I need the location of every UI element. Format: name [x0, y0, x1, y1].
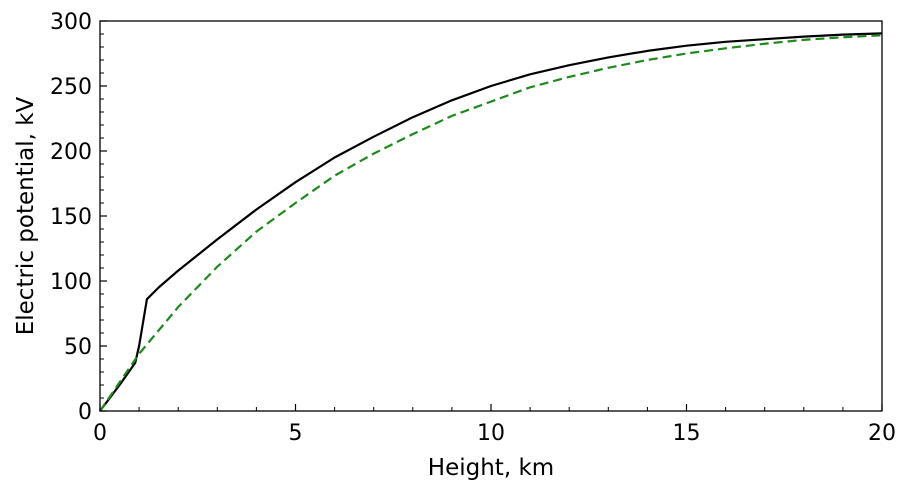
dashed-series-line	[99, 34, 883, 412]
solid-series-line	[99, 32, 883, 412]
y-tick-label: 250	[50, 75, 92, 100]
y-tick-label: 0	[78, 400, 92, 425]
y-tick-label: 300	[50, 10, 92, 35]
series-layer	[99, 32, 883, 412]
y-tick-label: 150	[50, 205, 92, 230]
x-tick-label: 20	[868, 421, 896, 446]
y-axis-label: Electric potential, kV	[13, 96, 39, 335]
x-tick-label: 10	[477, 421, 505, 446]
x-axis-label: Height, km	[428, 455, 554, 481]
x-tick-label: 15	[673, 421, 701, 446]
plot-frame	[99, 20, 883, 412]
y-tick-label: 50	[64, 335, 92, 360]
y-tick-label: 100	[50, 270, 92, 295]
x-tick-label: 0	[93, 421, 107, 446]
x-tick-label: 5	[289, 421, 303, 446]
y-tick-label: 200	[50, 140, 92, 165]
